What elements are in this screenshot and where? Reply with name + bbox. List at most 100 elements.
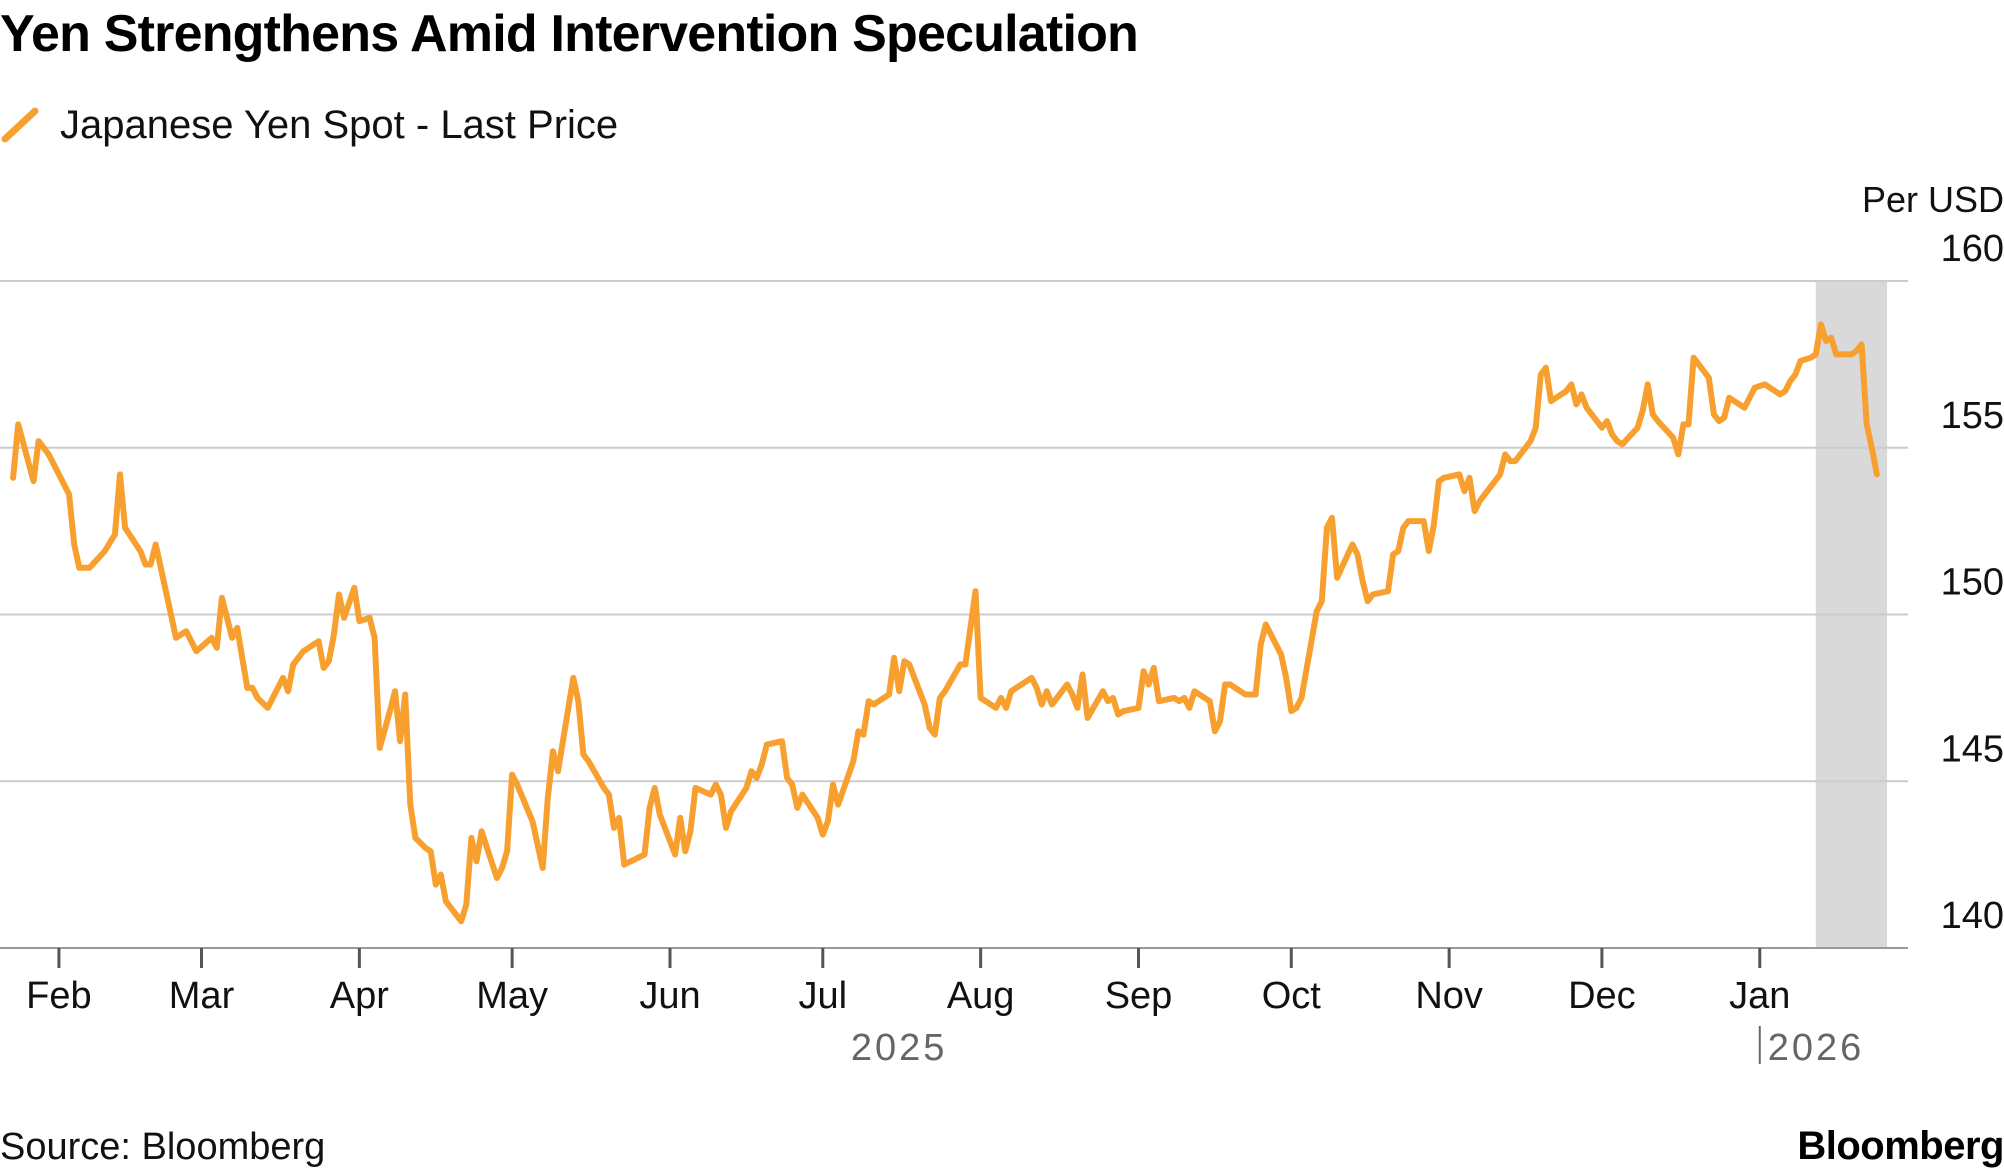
data-point <box>957 662 963 668</box>
data-point <box>998 695 1004 701</box>
data-point <box>423 845 429 851</box>
data-point <box>300 648 306 654</box>
data-point <box>1808 355 1814 361</box>
data-point <box>1029 675 1035 681</box>
data-point <box>1543 365 1549 371</box>
data-point <box>326 658 332 664</box>
data-point <box>1283 675 1289 681</box>
data-point <box>922 702 928 708</box>
data-point <box>1782 388 1788 394</box>
data-point <box>540 865 546 871</box>
data-point <box>1329 515 1335 521</box>
data-point <box>820 832 826 838</box>
data-point <box>183 628 189 634</box>
data-point <box>830 782 836 788</box>
data-point <box>1263 622 1269 628</box>
data-point <box>1721 415 1727 421</box>
data-point <box>1747 395 1753 401</box>
data-point <box>1456 471 1462 477</box>
data-point <box>1691 355 1697 361</box>
data-point <box>1355 552 1361 558</box>
data-point <box>1334 575 1340 581</box>
data-point <box>1044 688 1050 694</box>
data-point <box>1686 421 1692 427</box>
source-note: Source: Bloomberg <box>0 1126 326 1168</box>
y-tick-label-140: 140 <box>1941 895 2004 937</box>
data-point <box>443 898 449 904</box>
data-point <box>1874 471 1880 477</box>
data-point <box>642 852 648 858</box>
data-point <box>1472 508 1478 514</box>
data-point <box>1319 598 1325 604</box>
data-point <box>1227 682 1233 688</box>
data-point <box>1752 385 1758 391</box>
data-point <box>10 475 16 481</box>
year-label-2025: 2025 <box>851 1027 948 1069</box>
data-point <box>611 825 617 831</box>
data-point <box>718 792 724 798</box>
data-point <box>1186 705 1192 711</box>
data-point <box>1069 692 1075 698</box>
data-point <box>1293 705 1299 711</box>
data-point <box>1742 405 1748 411</box>
x-tick-label-dec: Dec <box>1568 975 1636 1017</box>
data-point <box>66 491 72 497</box>
data-point <box>1563 388 1569 394</box>
data-point <box>1818 321 1824 327</box>
data-point <box>158 565 164 571</box>
x-tick-label-oct: Oct <box>1262 975 1322 1017</box>
data-point <box>1136 705 1142 711</box>
line-swatch-icon <box>1 107 39 143</box>
data-point <box>896 688 902 694</box>
data-point <box>280 675 286 681</box>
data-point <box>234 625 240 631</box>
data-point <box>1349 542 1355 548</box>
data-point <box>713 782 719 788</box>
data-point <box>825 818 831 824</box>
data-point <box>1100 688 1106 694</box>
data-point <box>351 585 357 591</box>
data-point <box>1064 682 1070 688</box>
data-point <box>1645 381 1651 387</box>
data-point <box>468 835 474 841</box>
data-point <box>102 548 108 554</box>
data-point <box>1833 351 1839 357</box>
data-point <box>1171 695 1177 701</box>
data-point <box>71 542 77 548</box>
data-point <box>886 692 892 698</box>
data-point <box>290 662 296 668</box>
data-point <box>1507 458 1513 464</box>
data-point <box>693 785 699 791</box>
data-point <box>51 461 57 467</box>
data-point <box>1675 451 1681 457</box>
data-point <box>1568 381 1574 387</box>
data-point <box>1080 672 1086 678</box>
data-point <box>570 675 576 681</box>
data-point <box>861 732 867 738</box>
data-point <box>1217 718 1223 724</box>
data-point <box>1864 421 1870 427</box>
data-point <box>550 748 556 754</box>
data-point <box>1813 351 1819 357</box>
x-tick-label-sep: Sep <box>1105 975 1173 1017</box>
data-point <box>1502 451 1508 457</box>
data-point <box>46 451 52 457</box>
data-point <box>31 478 37 484</box>
data-point <box>117 471 123 477</box>
data-point <box>367 615 373 621</box>
data-point <box>509 772 515 778</box>
data-point <box>1538 371 1544 377</box>
data-point <box>1579 391 1585 397</box>
data-point <box>1436 478 1442 484</box>
series-points <box>10 321 1880 924</box>
data-point <box>336 592 342 598</box>
data-point <box>1828 335 1834 341</box>
data-point <box>687 828 693 834</box>
data-point <box>815 815 821 821</box>
data-point <box>122 525 128 531</box>
data-point <box>1390 552 1396 558</box>
data-point <box>1385 588 1391 594</box>
data-point <box>377 745 383 751</box>
data-point <box>1156 698 1162 704</box>
data-point <box>932 732 938 738</box>
